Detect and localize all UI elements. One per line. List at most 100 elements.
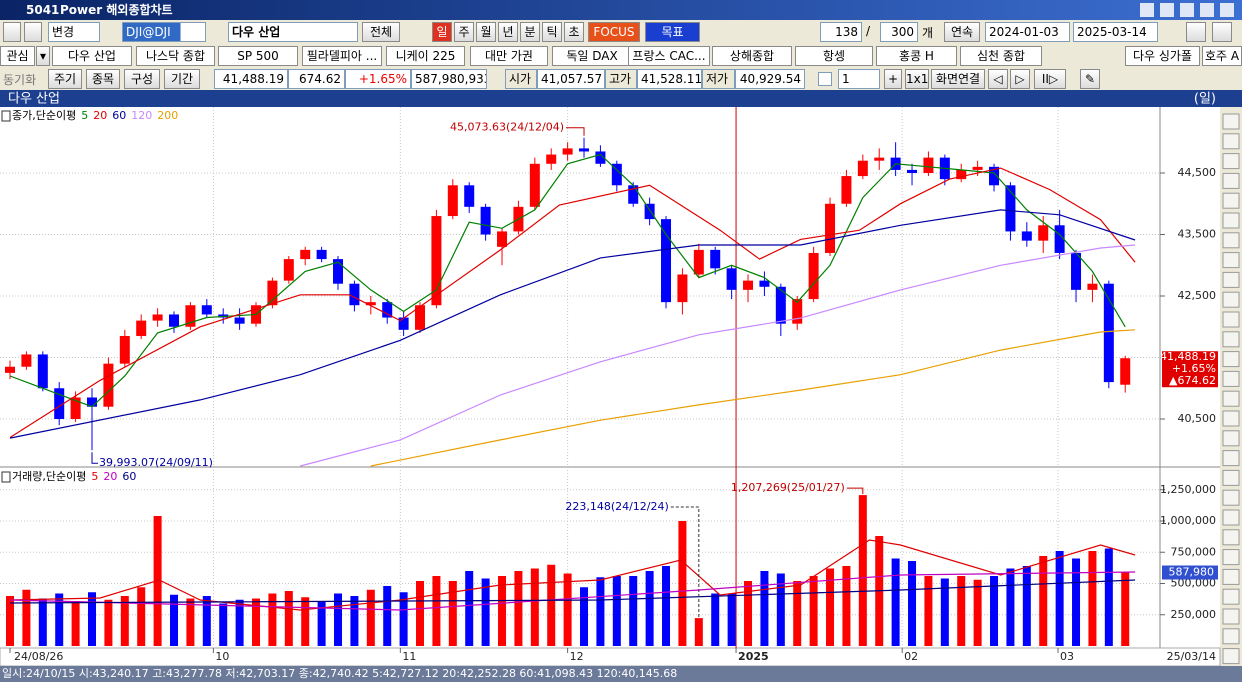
- tab[interactable]: 대만 가권: [470, 46, 548, 66]
- continuous-button[interactable]: 연속: [944, 22, 980, 42]
- candle-body: [431, 216, 442, 306]
- legend-entry: 5: [81, 109, 88, 122]
- checkbox[interactable]: [818, 72, 832, 86]
- tab[interactable]: 니케이 225: [386, 46, 465, 66]
- candle-body: [857, 160, 868, 177]
- max-input[interactable]: 300: [880, 22, 918, 42]
- icon-button[interactable]: [3, 22, 21, 42]
- all-button[interactable]: 전체: [362, 22, 400, 42]
- icon-button[interactable]: [1186, 22, 1206, 42]
- period-button[interactable]: 년: [498, 22, 518, 42]
- candle-body: [775, 286, 786, 324]
- period-button[interactable]: 분: [520, 22, 540, 42]
- period-button[interactable]: 주: [454, 22, 474, 42]
- candle-body: [529, 163, 540, 207]
- tab[interactable]: 항셍: [795, 46, 873, 66]
- volume-bar: [940, 578, 949, 646]
- y-tick-label: 1,250,000: [1160, 483, 1216, 496]
- nav-button[interactable]: ◁: [988, 69, 1008, 89]
- candle-body: [562, 148, 573, 155]
- tab[interactable]: 프랑스 CAC...: [628, 46, 710, 66]
- link-button[interactable]: 화면연결: [931, 69, 985, 89]
- icon-button[interactable]: [24, 22, 42, 42]
- tool-icon: [1222, 113, 1240, 130]
- volume-bar: [350, 596, 359, 646]
- cycle-button[interactable]: 주기: [48, 69, 82, 89]
- tab[interactable]: 나스닥 종합: [136, 46, 215, 66]
- sync-label[interactable]: 동기화: [3, 73, 37, 87]
- change-select[interactable]: 변경: [48, 22, 100, 42]
- volume-bar: [842, 566, 851, 646]
- annotation-line: [91, 452, 99, 464]
- target-button[interactable]: 목표: [645, 22, 700, 42]
- period-button[interactable]: 틱: [542, 22, 562, 42]
- volume-bar: [301, 597, 310, 646]
- candle-body: [989, 166, 1000, 186]
- tab[interactable]: 상해종합: [712, 46, 792, 66]
- annotation-line: [846, 487, 864, 495]
- nav-button[interactable]: II▷: [1034, 69, 1066, 89]
- candle-body: [907, 169, 918, 173]
- layout-select[interactable]: 1: [838, 69, 880, 89]
- tab-dropdown[interactable]: ▾: [36, 46, 50, 66]
- tab[interactable]: SP 500: [218, 46, 298, 66]
- pen-button[interactable]: ✎: [1080, 69, 1100, 89]
- volume-bar: [629, 576, 638, 646]
- y-tick-label: 250,000: [1171, 608, 1217, 621]
- tab[interactable]: 호주 A: [1202, 46, 1242, 66]
- to-date[interactable]: 2025-03-14: [1073, 22, 1158, 42]
- tab[interactable]: 홍콩 H: [876, 46, 957, 66]
- tool-icon: [1222, 232, 1240, 249]
- tab[interactable]: 심천 종합: [960, 46, 1042, 66]
- candle-body: [743, 280, 754, 290]
- compose-button[interactable]: 구성: [124, 69, 160, 89]
- period-button[interactable]: 기간: [164, 69, 200, 89]
- item-button[interactable]: 종목: [86, 69, 120, 89]
- tab[interactable]: 다우 싱가폴: [1125, 46, 1200, 66]
- nav-button[interactable]: ▷: [1010, 69, 1030, 89]
- tool-icon: [1222, 390, 1240, 407]
- last-price: 41,488.19: [214, 69, 288, 89]
- candle-body: [169, 314, 180, 327]
- legend-title: 종가,단순이평: [12, 109, 76, 122]
- volume-bar: [1072, 558, 1081, 646]
- candle-body: [333, 259, 344, 284]
- code-input[interactable]: DJI@DJI: [122, 22, 206, 42]
- period-button[interactable]: 초: [564, 22, 584, 42]
- candle-body: [70, 397, 81, 420]
- period-button[interactable]: 월: [476, 22, 496, 42]
- volume-bar: [727, 593, 736, 646]
- tab[interactable]: 독일 DAX: [552, 46, 632, 66]
- volume-bar: [744, 581, 753, 646]
- unit: 개: [922, 26, 934, 40]
- candle-body: [185, 305, 196, 327]
- volume-bar: [186, 598, 195, 646]
- grid-button[interactable]: 1x1: [905, 69, 929, 89]
- window-buttons[interactable]: [1140, 3, 1236, 17]
- volume-bar: [973, 579, 982, 646]
- volume-bar: [383, 586, 392, 646]
- candle-body: [726, 268, 737, 290]
- add-button[interactable]: +: [884, 69, 902, 89]
- tool-icon: [1222, 351, 1240, 368]
- tool-icon: [1222, 192, 1240, 209]
- last-label: +1.65%: [1172, 362, 1216, 375]
- tab[interactable]: 관심: [0, 46, 35, 66]
- focus-button[interactable]: FOCUS: [588, 22, 640, 42]
- volume-bar: [662, 566, 671, 646]
- count-input[interactable]: 138: [820, 22, 862, 42]
- from-date[interactable]: 2024-01-03: [985, 22, 1070, 42]
- volume-bar: [1088, 551, 1097, 646]
- tab[interactable]: 다우 산업: [52, 46, 132, 66]
- icon-button[interactable]: [1212, 22, 1232, 42]
- annotation-line: [566, 127, 585, 136]
- tool-icon: [1222, 172, 1240, 189]
- tool-icon: [1222, 648, 1240, 665]
- candle-body: [464, 185, 475, 207]
- tool-icon: [1222, 509, 1240, 526]
- period-button[interactable]: 일: [432, 22, 452, 42]
- candle-body: [415, 305, 426, 330]
- tab[interactable]: 필라델피아 ...: [302, 46, 382, 66]
- candle-body: [808, 252, 819, 300]
- candle-body: [497, 231, 508, 247]
